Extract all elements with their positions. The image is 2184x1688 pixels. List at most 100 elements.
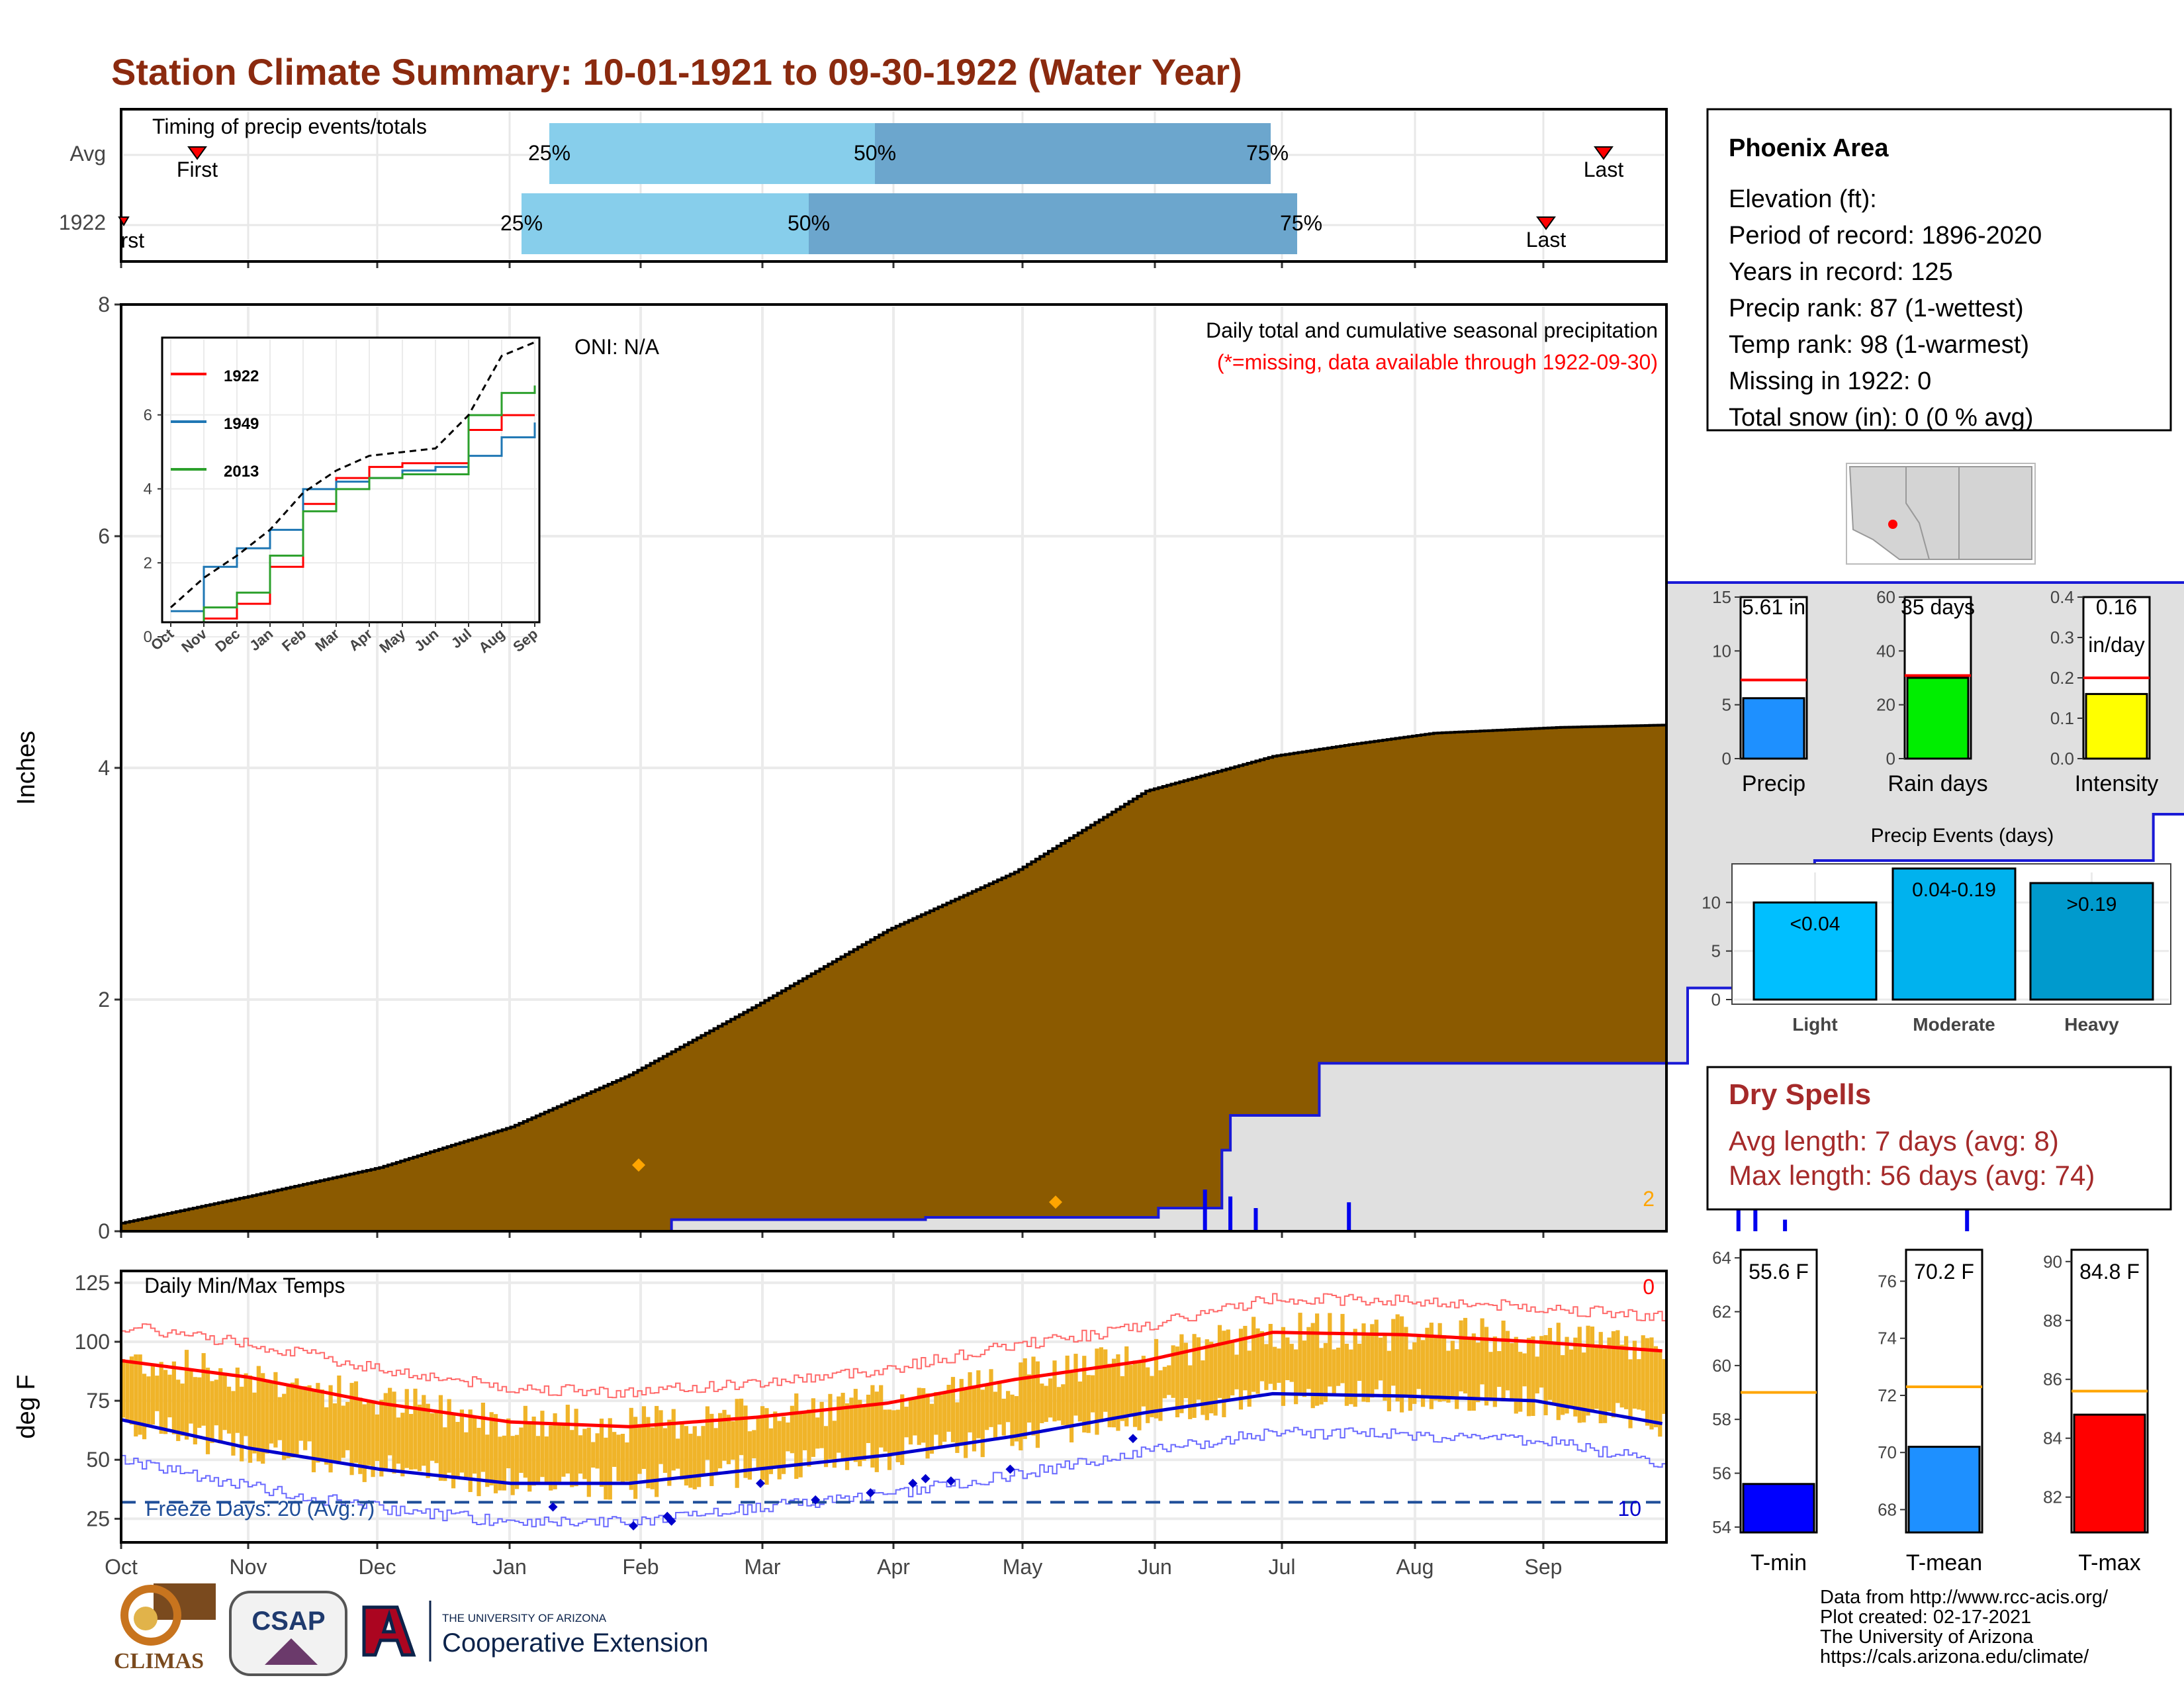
temp-bar bbox=[1594, 1344, 1599, 1409]
temp-bar bbox=[477, 1427, 481, 1497]
panel-y-tick-label: 60 bbox=[1712, 1356, 1731, 1376]
temp-bar bbox=[146, 1376, 151, 1427]
temp-bar bbox=[150, 1366, 155, 1425]
temp-bar bbox=[1137, 1360, 1142, 1430]
temp-bar bbox=[1645, 1338, 1650, 1426]
panel-value-text: 5.61 in bbox=[1742, 595, 1805, 619]
temp-bar bbox=[1391, 1319, 1396, 1386]
temp-bar bbox=[498, 1436, 502, 1491]
temp-bar bbox=[303, 1386, 308, 1450]
temp-bar bbox=[1552, 1344, 1557, 1406]
temp-bar bbox=[1505, 1331, 1510, 1391]
temp-bar bbox=[570, 1430, 574, 1487]
temp-bar bbox=[349, 1383, 354, 1476]
events-category-label: Moderate bbox=[1913, 1014, 1995, 1035]
temp-bar bbox=[447, 1399, 451, 1473]
footer-line: Plot created: 02-17-2021 bbox=[1820, 1607, 2031, 1628]
temp-bar bbox=[286, 1385, 291, 1458]
temp-bar bbox=[235, 1367, 240, 1433]
temp-bar bbox=[1514, 1336, 1518, 1414]
temp-bar bbox=[1090, 1375, 1095, 1413]
panel-y-tick-label: 82 bbox=[2043, 1487, 2062, 1507]
temp-bar bbox=[1408, 1349, 1412, 1411]
footer-line: The University of Arizona bbox=[1820, 1626, 2034, 1648]
temp-bar bbox=[718, 1413, 723, 1469]
temp-bar bbox=[1167, 1365, 1171, 1395]
temp-bar bbox=[773, 1411, 778, 1467]
avg-p50-label: 50% bbox=[854, 141, 896, 165]
temp-bar bbox=[176, 1380, 181, 1441]
month-label: Feb bbox=[622, 1555, 659, 1579]
temp-bar bbox=[1183, 1342, 1188, 1399]
temp-bar bbox=[1459, 1320, 1463, 1391]
temp-bar bbox=[1073, 1354, 1078, 1416]
temp-bar bbox=[904, 1407, 909, 1438]
temp-bar bbox=[1217, 1325, 1222, 1398]
temp-bar bbox=[993, 1391, 998, 1439]
temp-bar bbox=[1340, 1313, 1345, 1383]
temp-bar bbox=[1522, 1353, 1527, 1387]
temp-bar bbox=[472, 1417, 477, 1474]
temp-bar bbox=[324, 1407, 329, 1465]
avg-cumulative-line bbox=[121, 724, 1668, 1225]
summary-precip-panels: 0 5 10 15 5.61 in Precip 0 20 40 60 35 days Rain da… bbox=[1712, 587, 2158, 796]
temp-bar bbox=[210, 1381, 214, 1443]
timing-row-year: 1922 bbox=[59, 211, 106, 234]
temp-bar bbox=[1315, 1313, 1320, 1406]
temp-bar bbox=[1357, 1343, 1362, 1382]
temp-bar bbox=[514, 1434, 520, 1489]
temp-bar bbox=[383, 1393, 388, 1470]
inset-frame bbox=[161, 336, 541, 624]
avg-last-marker bbox=[1594, 146, 1614, 160]
temp-bar bbox=[1031, 1356, 1036, 1436]
temp-bar bbox=[129, 1356, 134, 1425]
temp-bar bbox=[908, 1398, 913, 1445]
temp-bar bbox=[282, 1393, 287, 1460]
temp-bar bbox=[739, 1398, 744, 1456]
temp-y-tick-label: 50 bbox=[86, 1448, 110, 1472]
month-label: May bbox=[1003, 1555, 1042, 1579]
temp-bar bbox=[726, 1415, 731, 1464]
station-line: Elevation (ft): bbox=[1729, 185, 1877, 213]
temp-bar bbox=[1120, 1376, 1124, 1421]
events-bar bbox=[1752, 901, 1878, 1001]
temp-bar bbox=[891, 1410, 896, 1453]
temp-bar bbox=[1099, 1347, 1103, 1423]
temp-bar bbox=[1294, 1349, 1298, 1405]
temp-bar bbox=[240, 1386, 244, 1462]
month-label: Sep bbox=[1525, 1555, 1563, 1579]
temp-bar bbox=[1662, 1359, 1666, 1414]
temp-bar bbox=[1353, 1329, 1357, 1407]
temp-bar bbox=[1586, 1325, 1590, 1416]
freeze-marker bbox=[755, 1478, 765, 1488]
temp-bar bbox=[163, 1370, 168, 1434]
panel-y-tick-label: 64 bbox=[1712, 1248, 1731, 1268]
temp-bar bbox=[633, 1417, 638, 1499]
temp-bar bbox=[1150, 1376, 1154, 1417]
temp-bar bbox=[837, 1396, 841, 1453]
temp-bar bbox=[828, 1393, 833, 1460]
panel-value-bar bbox=[2073, 1413, 2146, 1534]
temp-bar bbox=[1404, 1327, 1408, 1396]
panel-y-tick-label: 72 bbox=[1878, 1385, 1897, 1405]
temp-bar bbox=[218, 1368, 223, 1444]
avg-first-marker bbox=[187, 146, 207, 160]
station-info: Phoenix Area Elevation (ft): Period of r… bbox=[1706, 108, 2172, 432]
temp-bar bbox=[1628, 1359, 1633, 1429]
temp-bar bbox=[1124, 1346, 1129, 1427]
climas-logo-text: CLIMAS bbox=[114, 1649, 204, 1673]
temp-bar bbox=[337, 1375, 341, 1462]
temp-bar bbox=[1040, 1383, 1044, 1423]
temp-bar bbox=[1162, 1366, 1167, 1399]
legend-label-2013: 2013 bbox=[224, 463, 259, 481]
temp-bar bbox=[298, 1387, 303, 1441]
station-line: Period of record: 1896-2020 bbox=[1729, 222, 2042, 250]
dry-spells-avg: Avg length: 7 days (avg: 8) bbox=[1729, 1125, 2059, 1156]
temp-bar bbox=[1437, 1323, 1442, 1402]
temp-bar bbox=[417, 1404, 422, 1472]
temp-bar bbox=[358, 1397, 363, 1474]
temp-bar bbox=[396, 1417, 401, 1464]
temp-bar bbox=[362, 1404, 367, 1482]
events-title: Precip Events (days) bbox=[1871, 825, 2054, 847]
temp-bar bbox=[1365, 1333, 1370, 1403]
